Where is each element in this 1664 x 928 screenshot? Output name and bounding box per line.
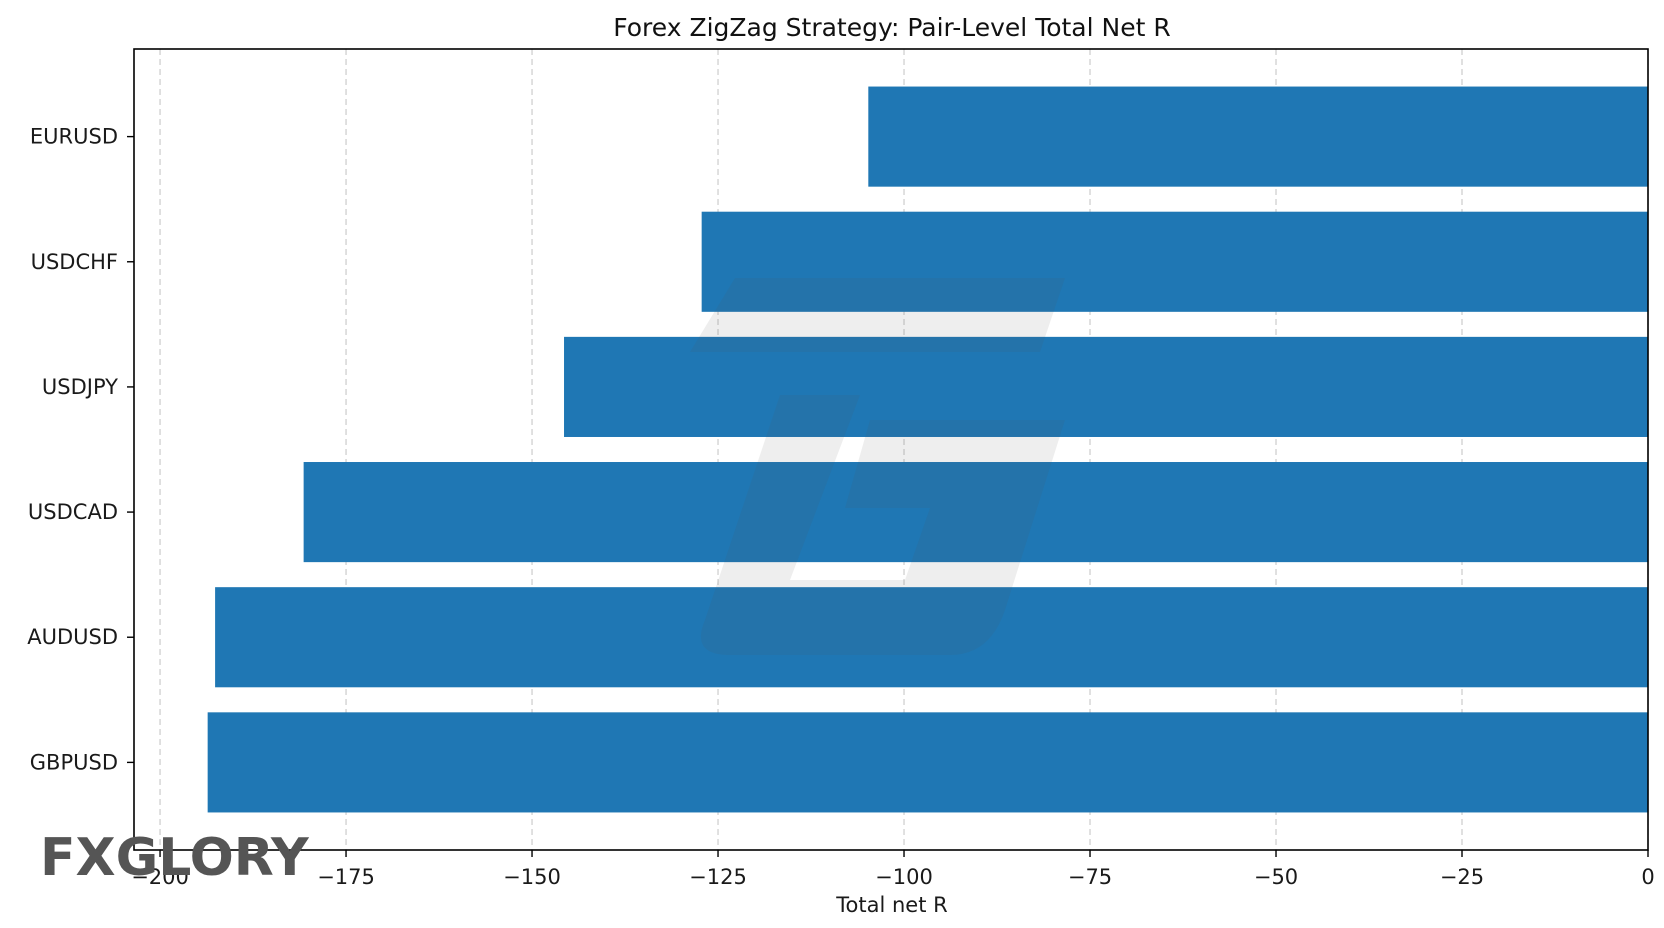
bar-gbpusd	[207, 712, 1648, 813]
x-tick-label: −175	[317, 865, 375, 889]
bar-usdcad	[303, 462, 1648, 563]
bars	[207, 86, 1648, 813]
bar-usdjpy	[564, 336, 1648, 437]
plot-frame	[133, 48, 1649, 851]
bar-eurusd	[868, 86, 1648, 187]
x-tick-label: −125	[689, 865, 747, 889]
y-tick-label: USDJPY	[42, 375, 118, 399]
x-axis-label: Total net R	[835, 893, 947, 917]
watermark-logo	[690, 278, 1065, 655]
logo-text: FXGLORY	[40, 828, 309, 888]
bar-usdchf	[701, 211, 1648, 312]
y-axis-ticks: EURUSD USDCHF USDJPY USDCAD AUDUSD GBPUSD	[27, 125, 134, 774]
y-tick-label: GBPUSD	[30, 750, 118, 774]
x-tick-label: −200	[131, 865, 189, 889]
bar-audusd	[215, 587, 1648, 688]
y-tick-label: EURUSD	[30, 125, 118, 149]
y-tick-label: USDCHF	[31, 250, 118, 274]
y-tick-label: AUDUSD	[27, 625, 118, 649]
fxglory-logo: FXGLORY	[40, 832, 309, 884]
x-tick-label: −75	[1068, 865, 1112, 889]
x-tick-label: −25	[1440, 865, 1484, 889]
watermark-shape	[690, 278, 1065, 655]
x-tick-label: 0	[1641, 865, 1654, 889]
x-axis-ticks: −200 −175 −150 −125 −100 −75 −50 −25 0	[131, 850, 1655, 889]
x-tick-label: −150	[503, 865, 561, 889]
chart-title: Forex ZigZag Strategy: Pair-Level Total …	[613, 13, 1170, 42]
x-tick-label: −100	[875, 865, 933, 889]
y-tick-label: USDCAD	[28, 500, 118, 524]
x-tick-label: −50	[1254, 865, 1298, 889]
